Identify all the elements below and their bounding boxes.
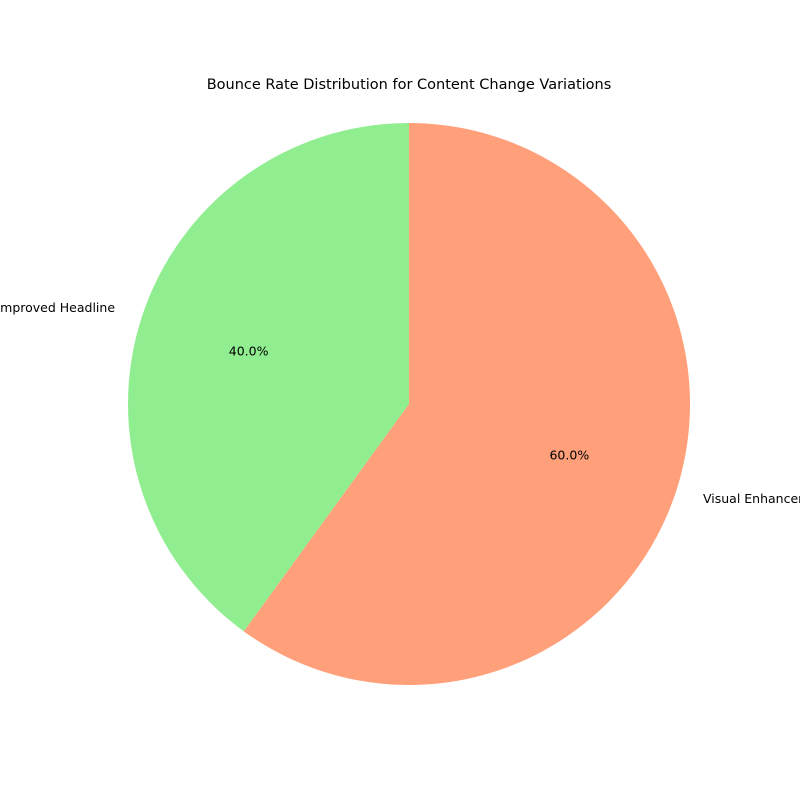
- pie-labels: Improved Headline 40.0% Visual Enhancement…: [0, 300, 800, 506]
- pie-slice-0: [128, 123, 410, 632]
- slice-label-0: Improved Headline: [0, 300, 115, 315]
- pie-slice-1: [243, 123, 691, 685]
- pie-slices: [128, 123, 691, 685]
- chart-title: Bounce Rate Distribution for Content Cha…: [207, 77, 612, 93]
- slice-percent-0: 40.0%: [229, 343, 269, 358]
- slice-label-1: Visual Enhancements: [703, 491, 800, 506]
- slice-percent-1: 60.0%: [549, 448, 589, 463]
